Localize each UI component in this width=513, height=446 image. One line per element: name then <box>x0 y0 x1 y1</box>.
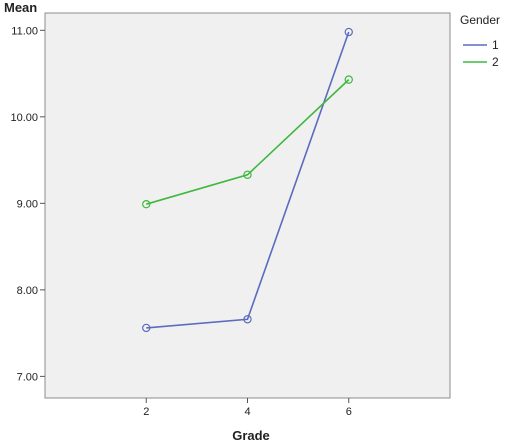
y-tick-label: 9.00 <box>17 198 38 210</box>
series-2-point <box>243 170 252 179</box>
legend: Gender 1 2 <box>460 13 500 69</box>
legend-label-1: 1 <box>492 38 499 52</box>
series-1-point <box>243 315 252 324</box>
y-axis: 7.00 8.00 9.00 10.00 11.00 <box>10 25 45 383</box>
x-axis-title: Grade <box>232 428 270 443</box>
series-1-line <box>146 31 350 329</box>
series-1-point <box>344 27 353 37</box>
legend-label-2: 2 <box>492 55 499 69</box>
series-1-point <box>142 323 151 333</box>
x-tick-label: 6 <box>346 406 352 418</box>
x-tick-label: 4 <box>244 406 250 418</box>
plot-area <box>44 12 451 399</box>
y-axis-title: Mean <box>4 0 37 15</box>
series-2-point <box>142 200 151 209</box>
y-tick-label: 8.00 <box>17 285 38 297</box>
y-tick-label: 11.00 <box>11 25 38 37</box>
series-2-point <box>344 75 353 84</box>
y-tick-label: 7.00 <box>17 371 38 383</box>
series-2-line <box>146 79 350 205</box>
x-tick-label: 2 <box>143 406 149 418</box>
y-tick-label: 10.00 <box>10 112 38 124</box>
series-layer <box>142 27 353 333</box>
legend-title: Gender <box>460 13 500 27</box>
x-axis: 2 4 6 <box>143 398 352 418</box>
